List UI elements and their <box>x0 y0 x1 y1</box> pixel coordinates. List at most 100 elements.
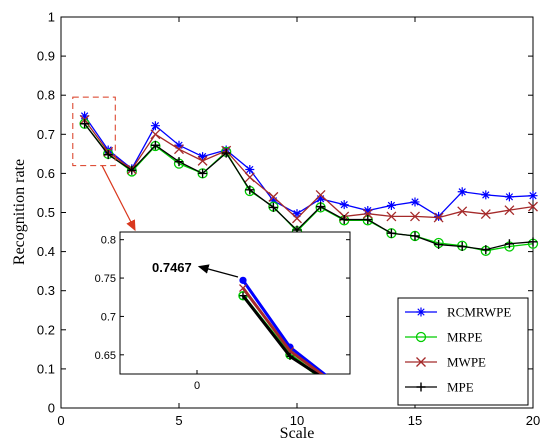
inset-annotation-arrow <box>197 264 239 278</box>
data-point <box>150 129 161 140</box>
x-tick-label: 20 <box>526 413 540 428</box>
data-point <box>198 152 208 162</box>
data-point <box>480 209 491 220</box>
inset-series <box>238 276 327 374</box>
legend-label: MPE <box>447 380 474 395</box>
data-point <box>339 200 349 210</box>
y-tick-label: 0.8 <box>37 88 55 103</box>
zoom-box <box>72 96 116 167</box>
y-tick-label: 0.7 <box>37 127 55 142</box>
y-tick-label: 0 <box>48 401 55 416</box>
inset-y-tick-label: 0.65 <box>95 350 116 362</box>
data-point <box>127 165 137 175</box>
data-point <box>239 284 247 292</box>
data-point <box>504 192 514 202</box>
y-tick-label: 1 <box>48 10 55 25</box>
data-point <box>316 194 326 204</box>
data-point <box>416 357 426 367</box>
data-point <box>362 208 373 219</box>
series-line <box>84 119 534 220</box>
data-point <box>415 331 427 343</box>
main-ticks: 0 5 10 15 20 0 0.1 0.2 0.3 0.4 0.5 0.6 0.7 0.8 0.9 1 <box>37 10 540 429</box>
data-point <box>198 168 208 178</box>
inset-series-mpe <box>239 292 320 374</box>
legend-label: RCMRWPE <box>447 305 511 320</box>
legend: RCMRWPE MRPE MWPE MPE <box>397 297 529 406</box>
y-tick-label: 0.9 <box>37 49 55 64</box>
y-tick-label: 0.4 <box>37 244 55 259</box>
data-point <box>268 202 278 212</box>
inset-y-tick-label: 0.75 <box>95 273 116 285</box>
data-point <box>410 211 420 222</box>
data-point <box>286 352 294 360</box>
data-point <box>386 211 397 222</box>
data-point <box>103 150 113 160</box>
data-point <box>457 242 467 252</box>
data-point <box>363 206 373 216</box>
data-point <box>528 191 538 201</box>
inset-plot-area <box>119 231 351 375</box>
data-point <box>386 200 396 210</box>
data-point <box>245 185 255 195</box>
data-point <box>245 164 255 174</box>
data-point <box>434 240 444 250</box>
data-point <box>315 189 326 200</box>
data-point <box>174 140 184 150</box>
x-tick-label: 10 <box>290 413 304 428</box>
y-tick-label: 0.2 <box>37 322 55 337</box>
data-point <box>433 212 444 223</box>
data-point <box>504 239 514 249</box>
data-point <box>268 191 279 202</box>
inset-ticks: 0.65 0.7 0.75 0.8 0 <box>95 235 350 392</box>
data-point <box>457 206 468 217</box>
data-point <box>80 111 90 121</box>
x-tick-label: 0 <box>57 413 64 428</box>
inset-data-point <box>239 276 247 284</box>
data-point <box>481 190 491 200</box>
inset-annotation-label: 0.7467 <box>152 260 192 275</box>
x-tick-label: 5 <box>175 413 182 428</box>
main-series <box>79 111 539 256</box>
series-mpe <box>80 119 538 255</box>
y-tick-label: 0.3 <box>37 283 55 298</box>
data-point <box>410 197 420 207</box>
data-point <box>363 215 373 225</box>
data-point <box>268 196 278 206</box>
y-tick-label: 0.6 <box>37 166 55 181</box>
data-point <box>457 187 467 197</box>
inset-x-tick-label: 0 <box>194 380 200 392</box>
inset-y-tick-label: 0.7 <box>101 311 116 323</box>
data-point <box>197 155 208 166</box>
y-axis-label: Recognition rate <box>11 159 28 265</box>
legend-item-mwpe: MWPE <box>405 355 486 370</box>
data-point <box>150 121 160 131</box>
y-tick-label: 0.1 <box>37 361 55 376</box>
data-point <box>481 245 491 255</box>
data-point <box>339 215 349 225</box>
legend-label: MRPE <box>447 330 482 345</box>
data-point <box>221 148 231 158</box>
data-point <box>174 157 184 167</box>
legend-item-rcmrwpe: RCMRWPE <box>405 305 511 320</box>
data-point <box>528 237 538 247</box>
y-tick-label: 0.5 <box>37 205 55 220</box>
data-point <box>244 172 255 183</box>
data-point <box>239 292 247 300</box>
inset-y-tick-label: 0.8 <box>101 235 116 247</box>
x-tick-label: 15 <box>408 413 422 428</box>
x-axis-label: Scale <box>280 425 315 442</box>
data-point <box>434 211 444 221</box>
data-point <box>410 231 420 241</box>
legend-item-mpe: MPE <box>405 380 474 395</box>
data-point <box>416 382 426 392</box>
data-point <box>292 213 302 224</box>
data-point <box>292 209 302 219</box>
zoom-arrow <box>101 165 136 232</box>
legend-item-mrpe: MRPE <box>405 330 482 345</box>
data-point <box>174 144 184 155</box>
data-point <box>528 201 538 212</box>
data-point <box>150 140 160 150</box>
data-point <box>80 119 90 129</box>
data-point <box>416 307 426 317</box>
